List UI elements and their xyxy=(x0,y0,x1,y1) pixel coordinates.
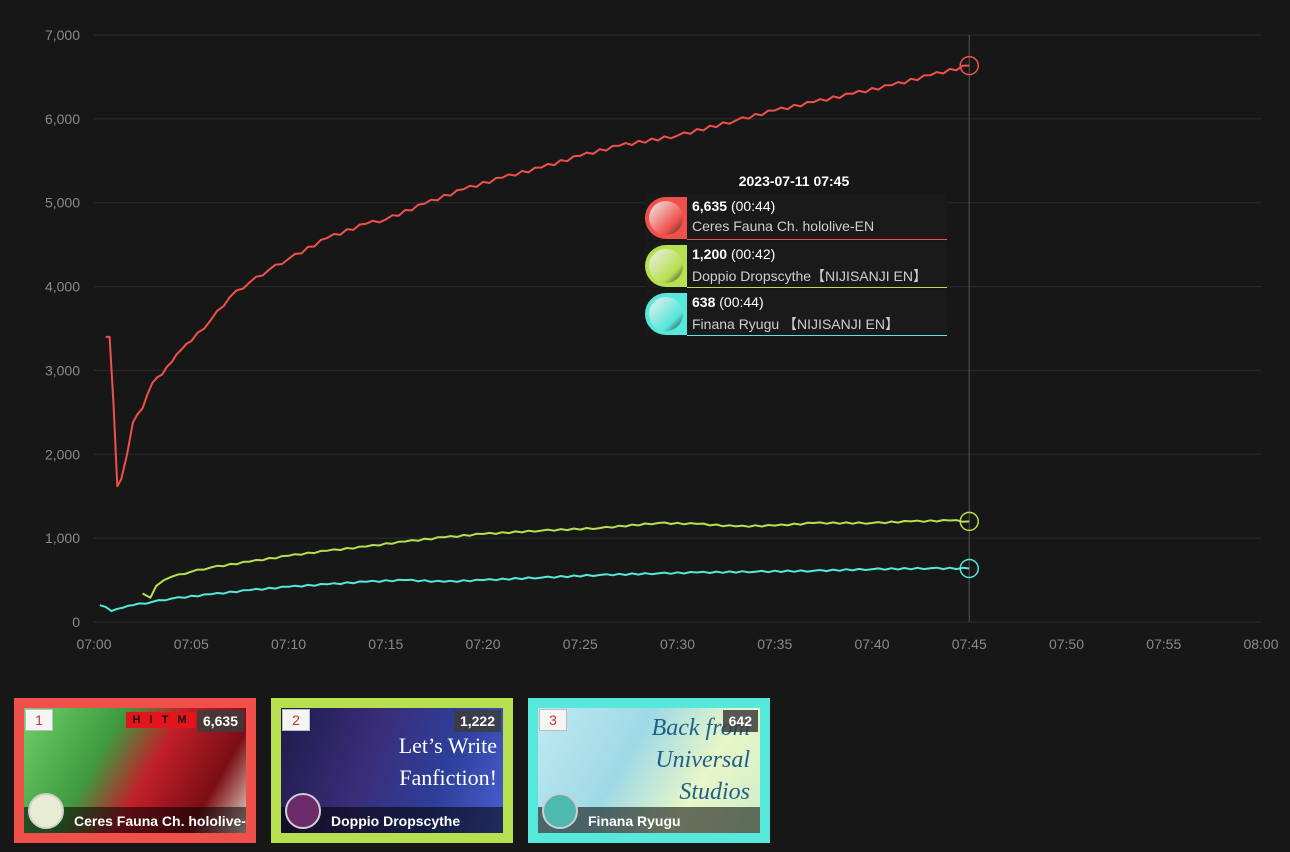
rank-badge: 3 xyxy=(539,709,567,731)
tooltip-value: 6,635 (00:44) xyxy=(692,198,776,214)
thumbnail-title: Let’s Write Fanfiction! xyxy=(398,733,497,790)
x-tick-label: 07:35 xyxy=(757,636,792,652)
channel-name: Doppio Dropscythe xyxy=(331,813,461,829)
rank-badge: 2 xyxy=(282,709,310,731)
avatar xyxy=(645,245,687,287)
viewer-count-badge: 642 xyxy=(722,710,758,732)
tooltip-value: 638 (00:44) xyxy=(692,294,764,310)
tooltip-underline xyxy=(687,335,947,336)
series-end-marker[interactable] xyxy=(959,558,979,579)
y-tick-label: 4,000 xyxy=(45,279,80,295)
tooltip-row: 6,635 (00:44) Ceres Fauna Ch. hololive-EN xyxy=(645,194,947,240)
stream-card[interactable]: Let’s Write Fanfiction! 2 1,222 Doppio Drop… xyxy=(271,698,513,843)
series-line xyxy=(142,519,970,599)
tooltip-channel-name: Doppio Dropscythe【NIJISANJI EN】 xyxy=(692,268,927,284)
chart-tooltip: 2023-07-11 07:45 6,635 (00:44) Ceres Faun… xyxy=(645,168,947,338)
x-axis-ticks: 07:00 07:05 07:10 07:15 07:20 07:25 07:30 07:35… xyxy=(76,636,1278,652)
x-tick-label: 07:40 xyxy=(854,636,889,652)
thumbnail-title: Back from Universal Studios xyxy=(651,715,750,805)
x-tick-label: 07:50 xyxy=(1049,636,1084,652)
rank-badge: 1 xyxy=(25,709,53,731)
x-tick-label: 07:30 xyxy=(660,636,695,652)
y-tick-label: 0 xyxy=(72,614,80,630)
series-end-marker[interactable] xyxy=(959,55,979,76)
avatar xyxy=(645,293,687,335)
viewer-count-chart: 0 1,000 2,000 3,000 4,000 5,000 6,000 7,000 07:… xyxy=(45,27,1279,652)
y-tick-label: 2,000 xyxy=(45,446,80,462)
avatar xyxy=(645,197,687,239)
x-tick-label: 07:00 xyxy=(76,636,111,652)
series-line xyxy=(99,566,970,613)
tooltip-channel-name: Finana Ryugu 【NIJISANJI EN】 xyxy=(692,316,899,332)
thumbnail-banner: H I T M xyxy=(126,712,196,728)
viewer-count-badge: 1,222 xyxy=(453,710,501,732)
avatar-image xyxy=(649,201,683,235)
y-tick-label: 3,000 xyxy=(45,362,80,378)
series-line xyxy=(105,64,970,488)
channel-name: Finana Ryugu xyxy=(588,813,681,829)
x-tick-label: 07:15 xyxy=(368,636,403,652)
x-tick-label: 07:05 xyxy=(174,636,209,652)
tooltip-time: 2023-07-11 07:45 xyxy=(738,173,850,189)
y-tick-label: 5,000 xyxy=(45,195,80,211)
channel-avatar xyxy=(285,793,321,829)
x-tick-label: 08:00 xyxy=(1243,636,1278,652)
series-end-marker[interactable] xyxy=(959,511,979,532)
tooltip-row: 1,200 (00:42) Doppio Dropscythe【NIJISANJI… xyxy=(645,242,947,288)
stream-card[interactable]: H I T M 1 6,635 Ceres Fauna Ch. hololive- xyxy=(14,698,256,843)
y-tick-label: 7,000 xyxy=(45,27,80,43)
channel-avatar xyxy=(28,793,64,829)
y-tick-label: 6,000 xyxy=(45,111,80,127)
tooltip-value: 1,200 (00:42) xyxy=(692,246,776,262)
y-tick-label: 1,000 xyxy=(45,530,80,546)
viewer-count-badge: 6,635 xyxy=(196,710,244,732)
tooltip-underline xyxy=(687,287,947,288)
x-tick-label: 07:25 xyxy=(563,636,598,652)
chart-series xyxy=(99,55,979,613)
x-tick-label: 07:55 xyxy=(1146,636,1181,652)
stream-card[interactable]: Back from Universal Studios 3 642 Finana Ry… xyxy=(528,698,770,843)
avatar-image xyxy=(649,297,683,331)
x-tick-label: 07:45 xyxy=(952,636,987,652)
avatar-image xyxy=(649,249,683,283)
channel-name: Ceres Fauna Ch. hololive- xyxy=(74,813,246,829)
tooltip-underline xyxy=(687,239,947,240)
x-tick-label: 07:20 xyxy=(465,636,500,652)
tooltip-row: 638 (00:44) Finana Ryugu 【NIJISANJI EN】 xyxy=(645,290,947,336)
tooltip-channel-name: Ceres Fauna Ch. hololive-EN xyxy=(692,218,875,234)
channel-avatar xyxy=(542,793,578,829)
y-axis-ticks: 0 1,000 2,000 3,000 4,000 5,000 6,000 7,000 xyxy=(45,27,80,630)
x-tick-label: 07:10 xyxy=(271,636,306,652)
